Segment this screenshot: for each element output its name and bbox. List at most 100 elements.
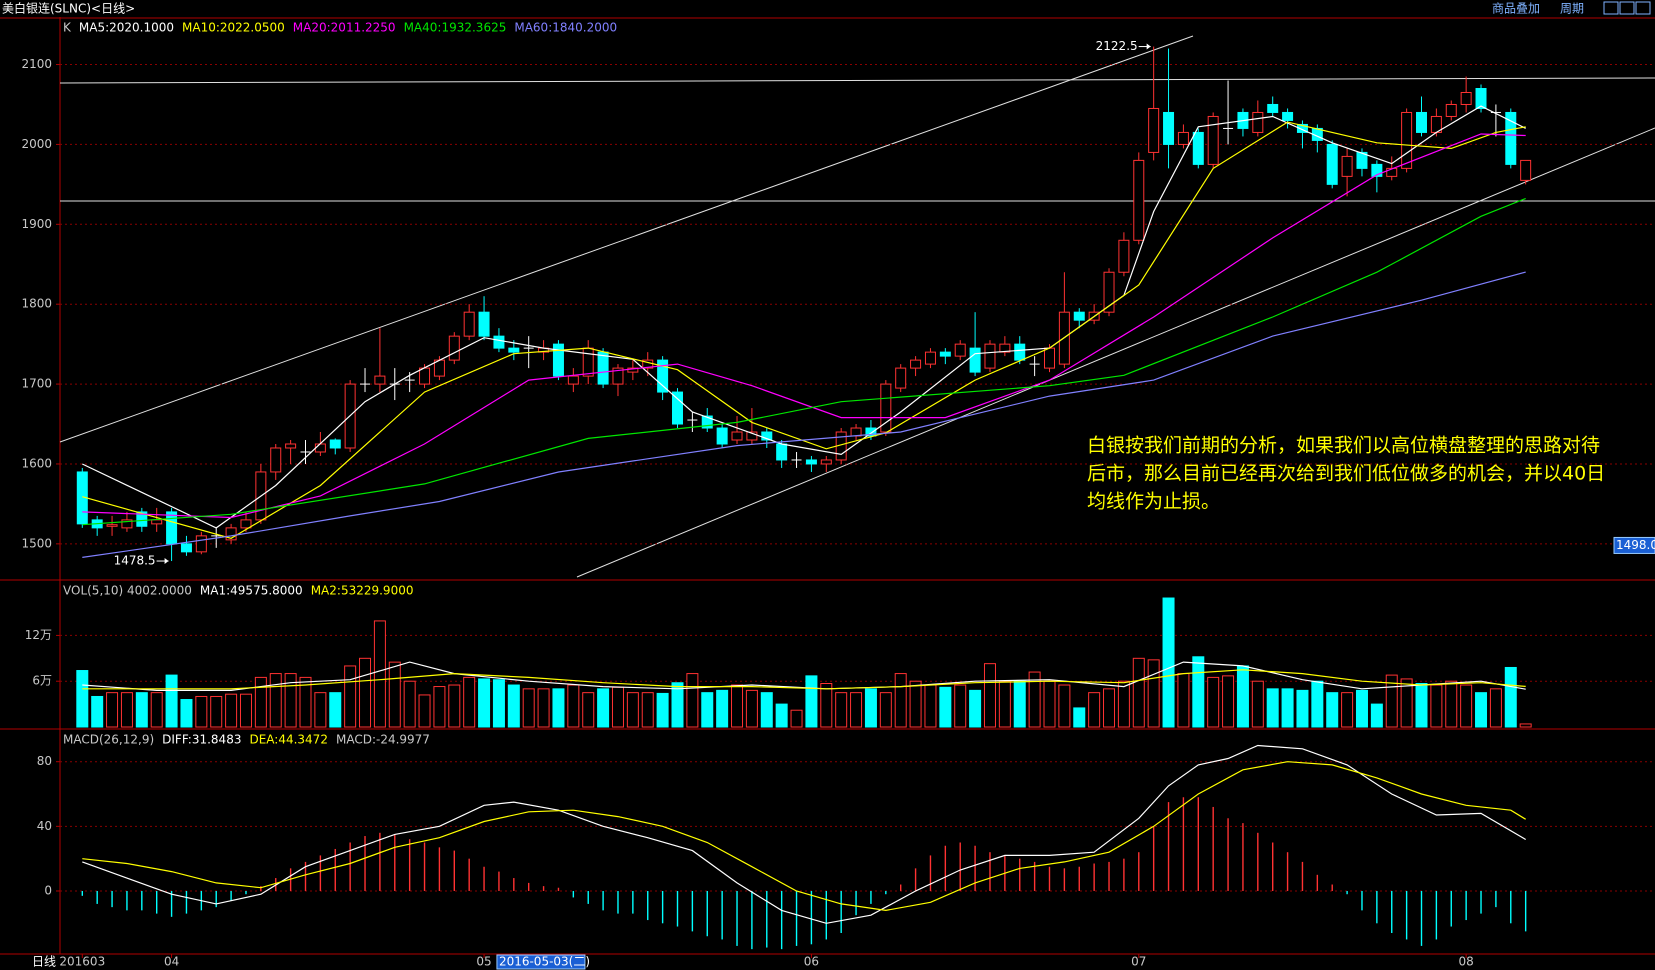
volume-bar — [582, 692, 595, 728]
volume-bar — [269, 673, 282, 728]
volume-bar — [745, 689, 758, 728]
candle-body — [1505, 111, 1517, 165]
candle-body — [1371, 163, 1383, 177]
y-tick-label: 1500 — [21, 536, 52, 550]
y-tick-label: 80 — [37, 754, 52, 768]
candle-body — [627, 367, 639, 373]
candle-body — [582, 347, 594, 377]
candle-body — [924, 351, 936, 365]
volume-bar — [1281, 688, 1294, 728]
volume-bar — [1266, 688, 1279, 728]
volume-bar — [1058, 684, 1071, 728]
y-tick-label: 1700 — [21, 377, 52, 391]
indicator-line — [82, 105, 1526, 529]
candle-body — [552, 343, 564, 377]
volume-bar — [656, 692, 669, 728]
volume-bar — [998, 680, 1011, 728]
volume-bar — [1103, 688, 1116, 728]
candle-body — [1520, 159, 1532, 181]
period-label: 日线 — [32, 955, 56, 969]
volume-bar — [478, 678, 491, 728]
volume-bar — [1073, 707, 1086, 728]
candle-body — [597, 351, 609, 385]
volume-bar — [850, 692, 863, 728]
volume-bar — [1311, 680, 1324, 728]
volume-bar — [611, 686, 624, 728]
volume-bar — [790, 709, 803, 728]
candle-body — [493, 335, 505, 349]
volume-bar — [552, 688, 565, 728]
volume-bar — [1385, 674, 1398, 728]
cursor-date-box — [496, 954, 586, 970]
candle-body — [508, 347, 520, 353]
legend-entry: MA1:49575.8000 — [200, 584, 303, 598]
candle-body — [1073, 311, 1085, 321]
volume-bar — [879, 692, 892, 728]
candle-body — [1014, 343, 1026, 361]
candle-body — [984, 343, 996, 369]
candle-body — [285, 443, 297, 449]
volume-bar — [76, 670, 89, 728]
volume-bar — [1430, 684, 1443, 728]
volume-bar — [507, 684, 520, 728]
candle-body — [865, 427, 877, 437]
volume-bar — [1147, 659, 1160, 728]
volume-bar — [1177, 673, 1190, 728]
candle-body — [731, 431, 743, 441]
annotation-arrowhead — [1146, 43, 1151, 50]
volume-bar — [1192, 656, 1205, 728]
volume-bar — [835, 692, 848, 728]
panel-label: K — [63, 21, 72, 35]
volume-bar — [597, 688, 610, 728]
candle-body — [939, 351, 951, 357]
indicator-line — [82, 744, 1527, 924]
volume-bar — [1370, 703, 1383, 728]
volume-bar — [359, 657, 372, 728]
nav-icon[interactable] — [1603, 1, 1619, 15]
candle-body — [1192, 131, 1204, 165]
volume-bar — [1341, 692, 1354, 728]
indicator-line — [82, 133, 1526, 519]
volume-bar — [329, 692, 342, 728]
legend-entry: MA20:2011.2250 — [293, 21, 396, 35]
period-button[interactable]: 周期 — [1560, 2, 1584, 16]
volume-bar — [1355, 689, 1368, 728]
candle-body — [657, 359, 669, 393]
volume-bar — [91, 695, 104, 728]
volume-bar — [1475, 692, 1488, 728]
candle-body — [478, 311, 490, 337]
overlay-button[interactable]: 商品叠加 — [1492, 1, 1540, 16]
candle-body — [448, 335, 460, 361]
legend-entry: MA5:2020.1000 — [79, 21, 174, 35]
volume-bar — [195, 695, 208, 728]
volume-bar — [701, 692, 714, 728]
volume-bar — [522, 688, 535, 728]
candle-body — [1296, 123, 1308, 133]
volume-bar — [924, 684, 937, 728]
candle-body — [225, 527, 237, 541]
volume-bar — [1132, 657, 1145, 728]
volume-bar — [433, 686, 446, 728]
indicator-line — [82, 669, 1526, 690]
nav-icon[interactable] — [1635, 1, 1651, 15]
volume-bar — [1028, 671, 1041, 728]
volume-bar — [254, 676, 267, 728]
nav-icon[interactable] — [1619, 1, 1635, 15]
y-tick-label: 1900 — [21, 217, 52, 231]
volume-bar — [954, 684, 967, 728]
candle-body — [1163, 111, 1175, 145]
volume-bar — [239, 693, 252, 728]
volume-bar — [939, 686, 952, 728]
candle-body — [180, 543, 192, 553]
panel-label: MACD(26,12,9) — [63, 733, 154, 747]
candle-body — [1148, 107, 1160, 153]
legend-entry: MA10:2022.0500 — [182, 21, 285, 35]
horizontal-line — [59, 77, 1655, 84]
candle-body — [106, 524, 118, 527]
volume-bar — [1117, 680, 1130, 728]
volume-bar — [1013, 680, 1026, 728]
candle-body — [1341, 155, 1353, 177]
volume-bar — [284, 673, 297, 728]
panel-label: VOL(5,10) 4002.0000 — [63, 584, 192, 598]
volume-bar — [626, 692, 639, 728]
